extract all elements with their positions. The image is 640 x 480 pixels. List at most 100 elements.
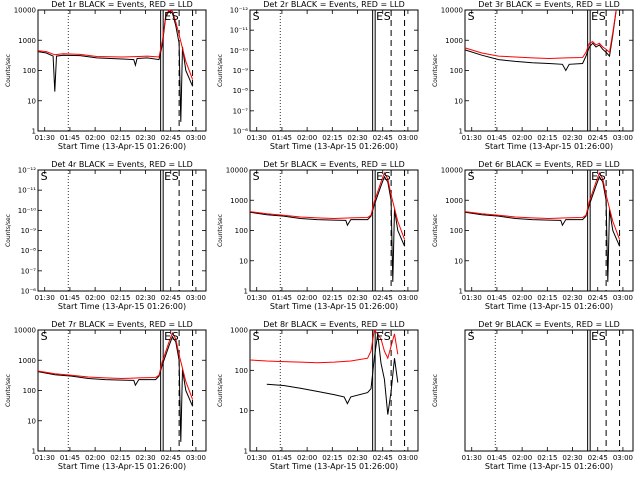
y-tick-label: 1000: [230, 327, 248, 335]
marker-s: S: [172, 10, 179, 23]
y-tick-label: 10⁻¹⁰: [18, 207, 36, 215]
y-axis-label: Counts/sec: [432, 54, 439, 87]
x-tick-label: 03:00: [613, 134, 633, 142]
x-tick-label: 02:30: [562, 294, 582, 302]
y-tick-label: 100: [23, 67, 36, 75]
x-tick-label: 02:45: [588, 294, 608, 302]
x-tick-label: 03:00: [398, 454, 418, 462]
marker-e: E: [164, 330, 171, 343]
x-tick-label: 02:15: [110, 454, 130, 462]
x-axis-label: Start Time (13-Apr-15 01:26:00): [58, 302, 186, 311]
marker-e: E: [376, 10, 383, 23]
x-tick-label: 02:45: [373, 454, 393, 462]
x-tick-label: 02:00: [297, 134, 317, 142]
series-lld-line: [249, 171, 406, 240]
series-lld-line: [249, 328, 399, 364]
x-tick-label: 02:00: [297, 294, 317, 302]
marker-e: E: [164, 170, 171, 183]
x-tick-label: 02:15: [110, 134, 130, 142]
marker-s: S: [253, 170, 260, 183]
x-tick-label: 02:30: [347, 294, 367, 302]
panel-title: Det 5r BLACK = Events, RED = LLD: [263, 160, 405, 169]
plot-frame: [249, 329, 419, 452]
x-tick-label: 01:45: [487, 294, 507, 302]
x-axis-label: Start Time (13-Apr-15 01:26:00): [270, 142, 398, 151]
y-axis-label: Counts/sec: [5, 54, 12, 87]
x-tick-label: 02:30: [347, 134, 367, 142]
x-tick-label: 03:00: [613, 294, 633, 302]
series-events-line: [464, 9, 617, 72]
marker-s: S: [599, 10, 606, 23]
x-tick-label: 03:00: [613, 454, 633, 462]
y-tick-label: 1: [459, 288, 463, 296]
y-tick-label: 1000: [230, 197, 248, 205]
panel-det-8r: Det 8r BLACK = Events, RED = LLD 1 10 100 10…: [217, 320, 419, 471]
marker-s: S: [599, 330, 606, 343]
marker-s: S: [41, 170, 48, 183]
x-tick-label: 02:15: [537, 454, 557, 462]
y-tick-label: 10⁻¹¹: [18, 187, 36, 195]
x-tick-label: 02:15: [322, 134, 342, 142]
marker-s: S: [384, 170, 391, 183]
x-tick-label: 02:30: [562, 454, 582, 462]
y-tick-label: 1000: [18, 357, 36, 365]
marker-e: E: [591, 170, 598, 183]
panel-title: Det 7r BLACK = Events, RED = LLD: [51, 320, 193, 329]
x-tick-label: 01:45: [272, 454, 292, 462]
x-tick-label: 01:45: [60, 134, 80, 142]
series-lld-line: [464, 171, 621, 240]
panel-title: Det 8r BLACK = Events, RED = LLD: [263, 320, 405, 329]
marker-s: S: [41, 330, 48, 343]
series-events-line: [37, 10, 194, 122]
x-tick-label: 01:30: [35, 454, 55, 462]
y-tick-label: 10: [239, 257, 248, 265]
x-tick-label: 02:45: [161, 294, 181, 302]
x-tick-label: 02:00: [512, 454, 532, 462]
y-tick-label: 10: [27, 417, 36, 425]
x-tick-label: 02:45: [373, 294, 393, 302]
x-tick-label: 02:00: [297, 454, 317, 462]
y-tick-label: 10⁻⁹: [233, 67, 249, 75]
marker-s: S: [253, 10, 260, 23]
y-axis-label: Counts/sec: [217, 214, 224, 247]
x-tick-label: 02:30: [135, 454, 155, 462]
x-tick-label: 02:30: [135, 134, 155, 142]
marker-s: S: [599, 170, 606, 183]
y-tick-label: 1: [32, 448, 36, 456]
panel-title: Det 6r BLACK = Events, RED = LLD: [478, 160, 620, 169]
x-tick-label: 02:45: [588, 454, 608, 462]
marker-e: E: [591, 10, 598, 23]
series-lld-line: [464, 9, 617, 60]
y-tick-label: 100: [235, 227, 248, 235]
x-tick-label: 02:45: [161, 134, 181, 142]
y-tick-label: 100: [450, 227, 463, 235]
panel-det-4r: Det 4r BLACK = Events, RED = LLD 10⁻⁶ 10⁻⁷…: [5, 160, 207, 311]
y-axis-label: Counts/sec: [5, 374, 12, 407]
y-tick-label: 10: [27, 97, 36, 105]
x-tick-label: 01:45: [60, 454, 80, 462]
series-events-line: [37, 335, 194, 442]
marker-s: S: [384, 330, 391, 343]
x-tick-label: 03:00: [398, 294, 418, 302]
x-tick-label: 02:00: [512, 294, 532, 302]
plot-frame: [464, 329, 634, 452]
y-tick-label: 1: [32, 128, 36, 136]
panel-det-1r: Det 1r BLACK = Events, RED = LLD 1 10 100 10…: [5, 0, 207, 151]
y-tick-label: 10⁻¹²: [18, 167, 36, 175]
x-tick-label: 01:45: [60, 294, 80, 302]
marker-e: E: [376, 170, 383, 183]
marker-s: S: [468, 170, 475, 183]
x-axis-label: Start Time (13-Apr-15 01:26:00): [485, 142, 613, 151]
x-tick-label: 02:30: [347, 454, 367, 462]
y-tick-label: 10000: [14, 7, 36, 15]
y-tick-label: 10⁻⁶: [21, 288, 37, 296]
x-tick-label: 01:45: [272, 294, 292, 302]
panel-det-7r: Det 7r BLACK = Events, RED = LLD 1 10 100 10…: [5, 320, 207, 471]
x-tick-label: 03:00: [186, 294, 206, 302]
x-tick-label: 01:30: [462, 134, 482, 142]
y-tick-label: 10⁻⁸: [21, 247, 37, 255]
x-tick-label: 02:00: [85, 454, 105, 462]
y-tick-label: 1: [244, 288, 248, 296]
